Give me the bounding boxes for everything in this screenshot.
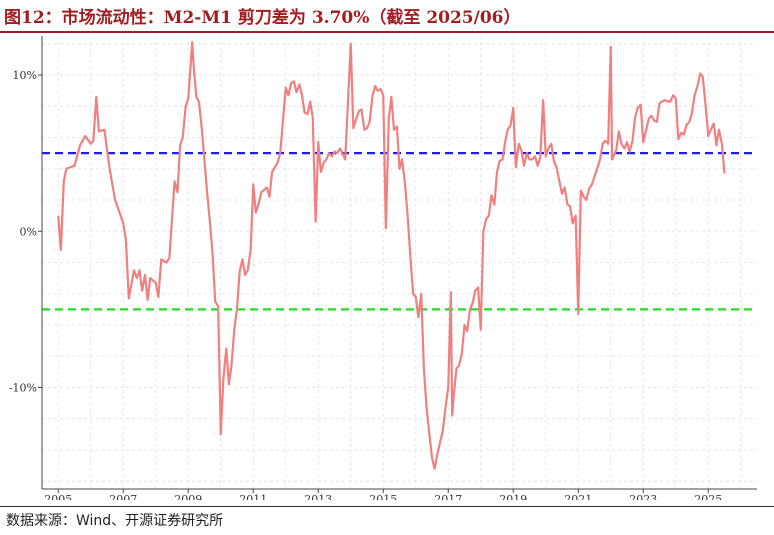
x-tick-label: 2021 — [564, 493, 592, 500]
chart-title: 图12：市场流动性：M2-M1 剪刀差为 3.70%（截至 2025/06） — [4, 8, 521, 28]
x-tick-label: 2005 — [44, 493, 72, 500]
series-line — [57, 41, 726, 470]
title-divider — [0, 31, 774, 33]
x-tick-label: 2007 — [109, 493, 137, 500]
line-chart: 10% 0% -10% 2005 2007 2009 2011 2013 2015 2017 201… — [9, 36, 757, 500]
y-tick-label: 10% — [13, 69, 37, 82]
x-tick-label: 2019 — [499, 493, 527, 500]
grid-layer — [42, 36, 757, 489]
footer-divider — [0, 506, 774, 507]
x-tick-label: 2015 — [369, 493, 397, 500]
axis-layer: 10% 0% -10% 2005 2007 2009 2011 2013 2015 2017 201… — [9, 36, 757, 500]
data-source-note: 数据来源：Wind、开源证券研究所 — [6, 513, 224, 529]
y-tick-label: -10% — [9, 381, 37, 394]
x-tick-label: 2023 — [629, 493, 657, 500]
x-tick-label: 2017 — [434, 493, 462, 500]
x-tick-label: 2025 — [694, 493, 722, 500]
series-layer — [57, 41, 726, 470]
x-tick-label: 2011 — [239, 493, 267, 500]
x-tick-label: 2009 — [174, 493, 202, 500]
y-tick-label: 0% — [20, 225, 37, 238]
x-tick-label: 2013 — [304, 493, 332, 500]
